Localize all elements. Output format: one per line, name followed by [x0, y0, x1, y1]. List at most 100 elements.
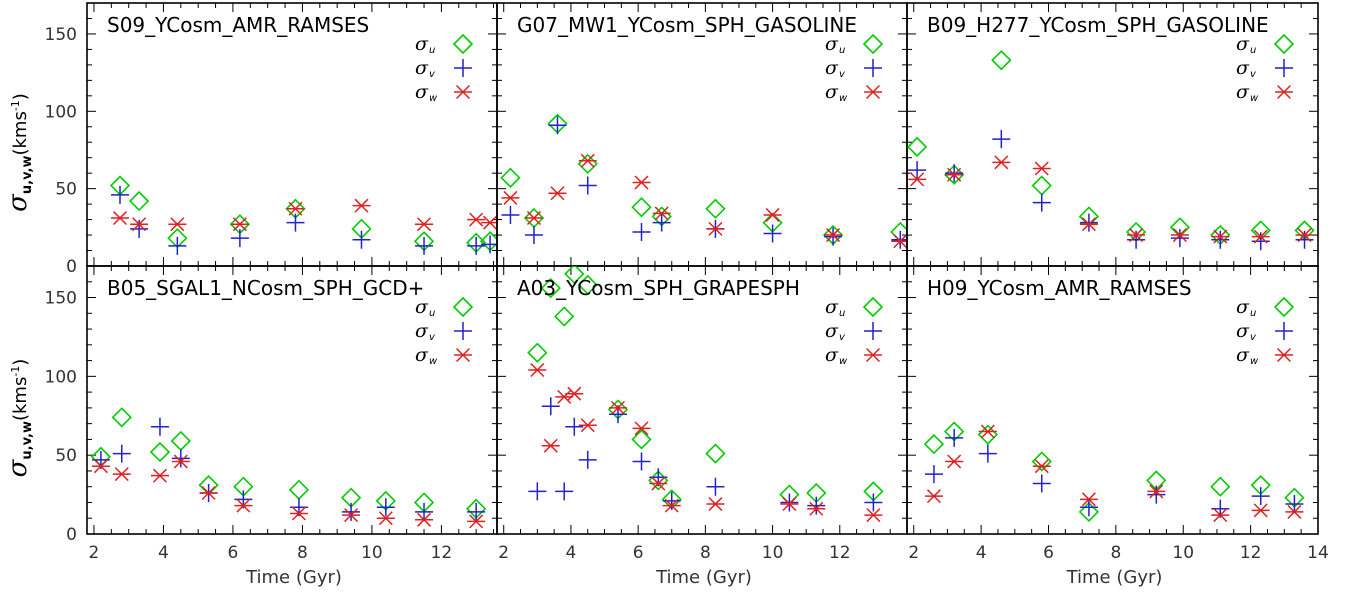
point-sigma-w	[1211, 508, 1230, 523]
point-sigma-v	[230, 229, 249, 248]
point-sigma-v	[1285, 495, 1304, 514]
point-sigma-v	[524, 226, 543, 245]
point-sigma-v	[1127, 230, 1146, 249]
point-sigma-v	[481, 235, 497, 254]
legend-marker-v	[454, 59, 472, 77]
legend-marker-u	[862, 296, 884, 318]
x-tick-label: 6	[228, 543, 239, 563]
x-tick-label: 12	[431, 543, 453, 563]
point-sigma-v	[467, 236, 486, 255]
x-tick-label: 10	[762, 543, 784, 563]
point-sigma-w	[1211, 229, 1230, 244]
x-axis-label: Time (Gyr)	[245, 567, 342, 588]
point-sigma-w	[1079, 492, 1098, 507]
legend-marker-u	[1273, 296, 1295, 318]
point-sigma-w	[91, 459, 110, 474]
point-sigma-v	[168, 236, 187, 255]
panel-title: A03_YCosm_SPH_GRAPESPH	[517, 276, 800, 300]
point-sigma-u	[991, 50, 1012, 71]
point-sigma-u	[705, 443, 726, 464]
y-tick-label: 0	[66, 257, 77, 277]
point-sigma-v	[1251, 232, 1270, 251]
point-sigma-v	[541, 397, 560, 416]
point-sigma-u	[527, 342, 548, 363]
point-sigma-w	[945, 167, 964, 182]
point-sigma-v	[376, 498, 395, 517]
x-tick-label: 8	[700, 543, 711, 563]
point-sigma-u	[705, 198, 726, 219]
point-sigma-w	[908, 172, 927, 187]
point-sigma-w	[111, 211, 130, 226]
point-sigma-w	[467, 212, 486, 227]
x-tick-label: 4	[976, 543, 987, 563]
point-sigma-v	[415, 236, 434, 255]
point-sigma-v	[1211, 230, 1230, 249]
point-sigma-v	[112, 444, 131, 463]
point-sigma-w	[1251, 503, 1270, 518]
panel-frame	[906, 265, 1319, 535]
legend-marker-v	[864, 59, 882, 77]
point-sigma-w	[632, 421, 651, 436]
point-sigma-w	[662, 498, 681, 513]
point-sigma-w	[578, 153, 597, 168]
point-sigma-v	[352, 230, 371, 249]
legend-marker-u	[452, 296, 474, 318]
point-sigma-v	[130, 219, 149, 238]
data-points	[90, 407, 487, 529]
point-sigma-w	[171, 454, 190, 469]
point-sigma-v	[945, 428, 964, 447]
y-tick-label: 0	[66, 525, 77, 545]
point-sigma-v	[908, 161, 927, 180]
legend-marker-w	[1275, 84, 1293, 100]
point-sigma-u	[631, 429, 652, 450]
point-sigma-v	[924, 465, 943, 484]
panel-title: G07_MW1_YCosm_SPH_GASOLINE	[517, 13, 857, 37]
point-sigma-v	[662, 491, 681, 510]
point-sigma-w	[1285, 504, 1304, 519]
point-sigma-w	[578, 418, 597, 433]
point-sigma-w	[286, 201, 305, 216]
point-sigma-w	[1251, 229, 1270, 244]
point-sigma-w	[234, 498, 253, 513]
legend-marker-u	[1273, 33, 1295, 55]
point-sigma-u	[149, 441, 171, 463]
point-sigma-w	[168, 217, 187, 232]
legend-marker-w	[1275, 347, 1293, 363]
point-sigma-v	[528, 482, 547, 501]
legend-marker-v	[454, 322, 472, 340]
point-sigma-w	[1032, 161, 1051, 176]
point-sigma-u	[907, 136, 928, 158]
point-sigma-w	[289, 506, 308, 521]
point-sigma-u	[1078, 501, 1100, 523]
x-tick-label: 2	[89, 543, 100, 563]
point-sigma-u	[577, 274, 598, 296]
point-sigma-v	[1295, 230, 1314, 249]
point-sigma-w	[376, 511, 395, 526]
x-tick-label: 4	[566, 543, 577, 563]
y-tick-label: 50	[55, 180, 77, 200]
point-sigma-w	[199, 486, 218, 501]
svg-text:σu,v,w(kms-1): σu,v,w(kms-1)	[3, 359, 35, 478]
point-sigma-u	[631, 197, 652, 218]
panel-5: 2 4 6 8 10 12 Time (Gyr) A03_YCosm_SPH_GRAPESPH…	[496, 265, 908, 588]
data-points	[109, 175, 497, 255]
panel-title: H09_YCosm_AMR_RAMSES	[927, 276, 1192, 300]
point-sigma-w	[467, 514, 486, 529]
point-sigma-u	[111, 407, 132, 428]
point-sigma-v	[555, 482, 574, 501]
point-sigma-v	[1032, 474, 1051, 493]
y-tick-label: 150	[45, 289, 77, 309]
point-sigma-w	[565, 386, 584, 401]
point-sigma-w	[1295, 228, 1314, 243]
x-tick-label: 8	[297, 543, 308, 563]
point-sigma-w	[652, 206, 671, 221]
y-tick-label: 100	[45, 367, 77, 387]
point-sigma-v	[578, 450, 597, 469]
point-sigma-w	[632, 175, 651, 190]
point-sigma-v	[864, 493, 883, 512]
point-sigma-w	[945, 454, 964, 469]
point-sigma-w	[415, 512, 434, 527]
